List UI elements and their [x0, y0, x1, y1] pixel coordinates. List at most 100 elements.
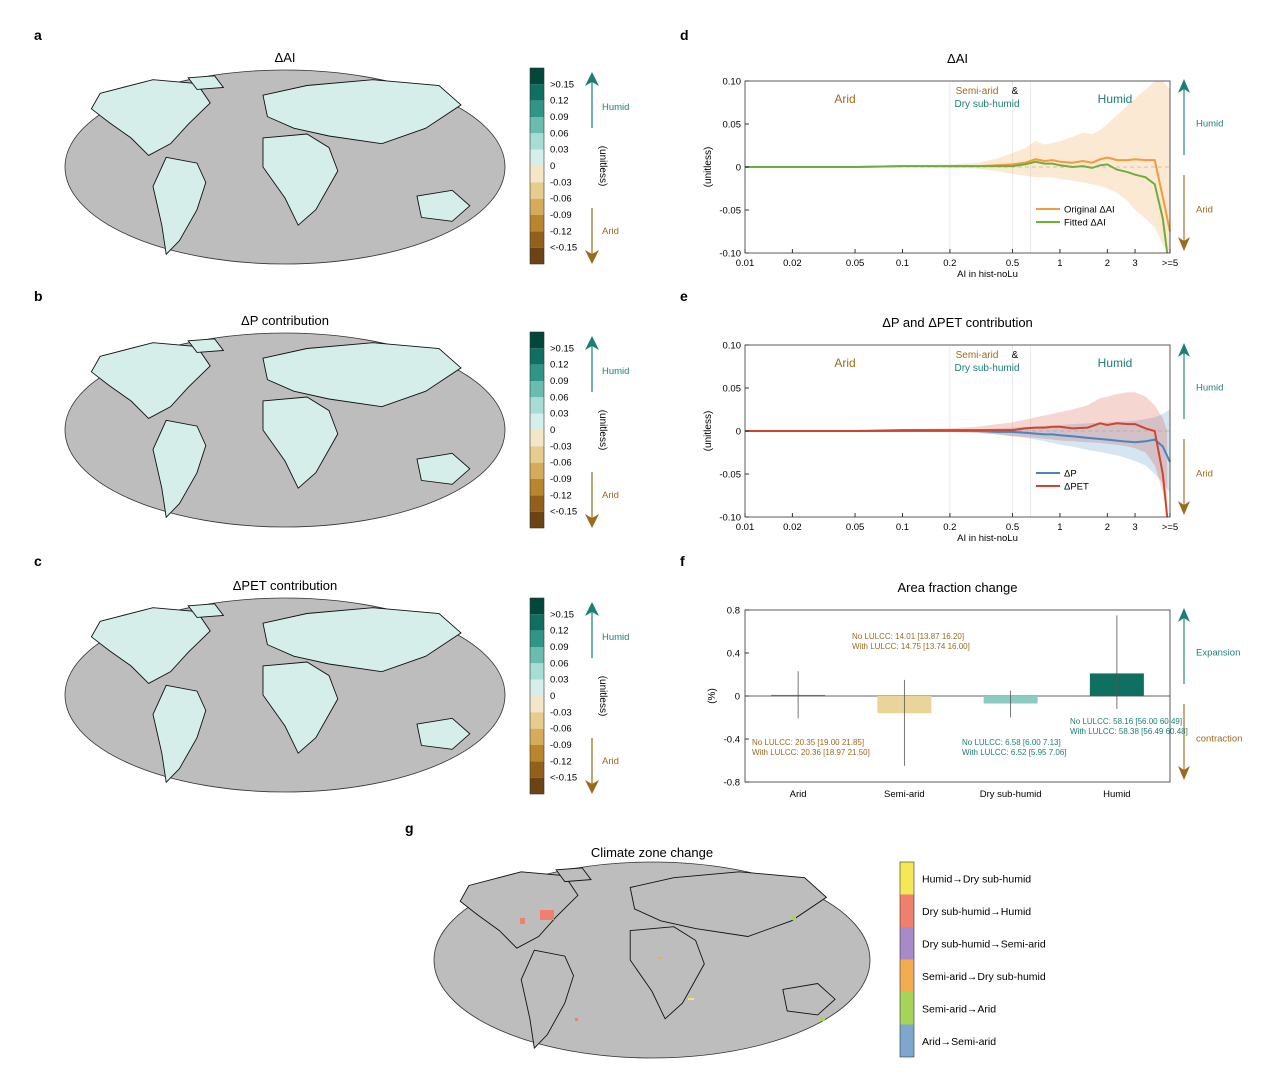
- y-tick-label: 0.05: [723, 384, 742, 395]
- category-label: Humid: [1103, 789, 1130, 800]
- up-arrow-head: [1178, 343, 1190, 357]
- arid-arrow-head: [585, 250, 599, 264]
- zone-label-semi-arid: Semi-arid: [956, 350, 999, 361]
- series-line: [745, 422, 1169, 518]
- x-tick-label: 0.05: [846, 258, 865, 269]
- change-patch: [540, 910, 554, 920]
- colorbar-tick-label: -0.03: [550, 441, 572, 452]
- legend-label: Semi-arid→Dry sub-humid: [922, 971, 1046, 983]
- humid-arrow-head: [585, 336, 599, 350]
- series-line: [745, 160, 1169, 254]
- down-arrow-head: [1178, 237, 1190, 251]
- colorbar-swatch: [530, 712, 544, 729]
- legend-label: Dry sub-humid→Humid: [922, 906, 1031, 918]
- continent-outline: [90, 79, 211, 156]
- legend-label: ΔPET: [1064, 482, 1089, 493]
- line-chart-e: ΔP and ΔPET contribution 0.10 0.05 0 -0.05 -0…: [703, 315, 1223, 544]
- continent-outline: [629, 871, 828, 937]
- colorbar-swatch: [530, 647, 544, 664]
- colorbar-tick-label: -0.03: [550, 177, 572, 188]
- category-label: Semi-arid: [884, 789, 925, 800]
- continent-outline: [459, 871, 579, 949]
- continent-outline: [187, 75, 225, 90]
- colorbar-tick-label: 0.03: [550, 409, 569, 420]
- continent-outline: [555, 867, 592, 883]
- x-axis-label: AI in hist-noLu: [957, 533, 1018, 544]
- colorbar-tick-label: 0: [550, 425, 555, 436]
- continent-outline: [152, 684, 207, 784]
- colorbar-swatch: [530, 198, 544, 215]
- world-map: [64, 69, 506, 265]
- continent-outline: [262, 396, 339, 489]
- colorbar-swatch: [530, 495, 544, 512]
- legend-swatch: [900, 959, 914, 992]
- colorbar-frame: [529, 597, 545, 795]
- x-tick-label: 0.5: [1006, 522, 1019, 533]
- colorbar-swatch: [530, 430, 544, 447]
- legend-swatch: [900, 992, 914, 1025]
- y-tick-label: -0.05: [719, 470, 741, 481]
- x-tick-label: 2: [1105, 522, 1110, 533]
- colorbar-tick-label: 0.06: [550, 658, 569, 669]
- change-patch: [658, 957, 662, 959]
- change-patch: [820, 1018, 825, 1021]
- legend-label: ΔP: [1064, 469, 1077, 480]
- panel-letter: f: [680, 553, 685, 569]
- y-tick-label: -0.4: [724, 735, 740, 746]
- humid-arrow-head: [585, 602, 599, 616]
- colorbar-swatch: [530, 479, 544, 496]
- y-tick-label: 0.4: [727, 649, 740, 660]
- zone-label-dry-sub-humid: Dry sub-humid: [954, 363, 1019, 374]
- chart-title: ΔP and ΔPET contribution: [882, 315, 1033, 330]
- y-tick-label: 0.8: [727, 606, 740, 617]
- up-arrow-head: [1178, 79, 1190, 93]
- colorbar-tick-label: 0: [550, 691, 555, 702]
- x-tick-label: 0.01: [736, 258, 755, 269]
- x-tick-label: >=5: [1162, 258, 1178, 269]
- continent-outline: [90, 607, 211, 684]
- down-label: Arid: [1196, 204, 1213, 215]
- colorbar-tick-label: >0.15: [550, 343, 574, 354]
- y-tick-label: 0.10: [723, 341, 742, 352]
- continent-outline: [262, 661, 339, 754]
- panel-f: f Area fraction change Arid Semi-arid Dry s…: [680, 553, 1242, 800]
- colorbar-tick-label: >0.15: [550, 79, 574, 90]
- continent-outline: [152, 156, 207, 256]
- panel-letter: c: [34, 553, 42, 569]
- colorbar-tick-label: <-0.15: [550, 507, 577, 518]
- up-label: Humid: [1196, 118, 1223, 129]
- colorbar-swatch: [530, 614, 544, 631]
- x-tick-label: 1: [1057, 522, 1062, 533]
- arid-label: Arid: [602, 226, 619, 237]
- y-tick-label: -0.05: [719, 206, 741, 217]
- colorbar-swatch: [530, 745, 544, 762]
- down-label: Arid: [1196, 468, 1213, 479]
- chart-title: ΔAI: [947, 51, 968, 66]
- panel-letter: e: [680, 288, 688, 304]
- humid-arrow-head: [585, 72, 599, 86]
- colorbar-tick-label: 0.03: [550, 675, 569, 686]
- y-tick-label: -0.8: [724, 778, 740, 789]
- colorbar-swatch: [530, 348, 544, 365]
- colorbar-tick-label: -0.09: [550, 740, 572, 751]
- y-tick-label: 0.05: [723, 120, 742, 131]
- colorbar-tick-label: -0.06: [550, 724, 572, 735]
- colorbar-swatch: [530, 215, 544, 232]
- y-tick-label: 0: [736, 163, 741, 174]
- change-patch: [792, 916, 796, 920]
- continent-outline: [90, 342, 211, 419]
- legend-label: Original ΔAI: [1064, 205, 1115, 216]
- zone-label-amp: &: [1012, 350, 1019, 361]
- colorbar-swatch: [530, 381, 544, 398]
- change-patch: [520, 918, 525, 924]
- colorbar-swatch: [530, 462, 544, 479]
- legend-label: Dry sub-humid→Semi-arid: [922, 938, 1046, 950]
- colorbar-swatch: [530, 100, 544, 117]
- continent-outline: [262, 607, 462, 673]
- x-axis-label: AI in hist-noLu: [957, 269, 1018, 280]
- legend-frame: [899, 861, 915, 1058]
- change-patch: [688, 998, 694, 1000]
- x-tick-label: 0.2: [943, 522, 956, 533]
- panel-letter: g: [405, 820, 414, 836]
- colorbar-tick-label: 0.09: [550, 112, 569, 123]
